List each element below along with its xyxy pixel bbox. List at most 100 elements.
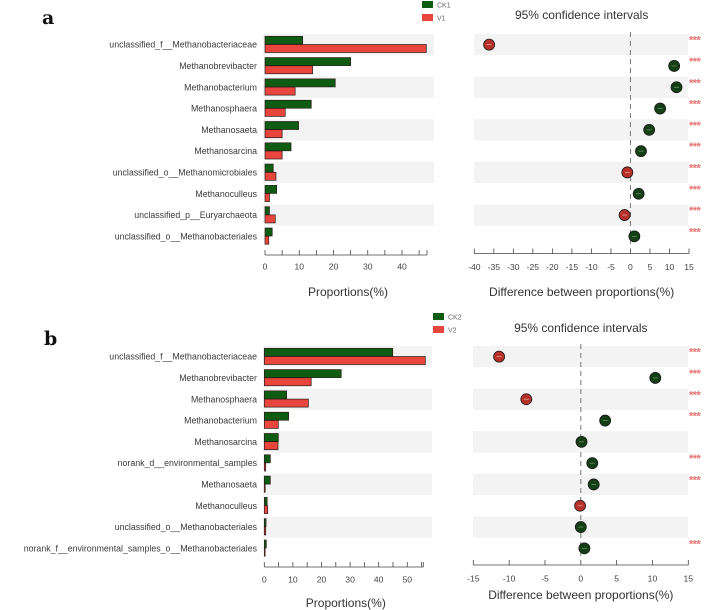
bar-ck1 (264, 78, 336, 88)
category-label: Methanobrevibacter (179, 61, 257, 71)
bar-ck1 (264, 35, 304, 45)
significance-marker: *** (689, 226, 702, 238)
panel-label: a (42, 7, 54, 29)
significance-marker: *** (689, 120, 702, 132)
category-label: Methanobacterium (184, 416, 257, 426)
significance-marker: *** (689, 411, 702, 423)
significance-marker: *** (689, 347, 702, 359)
category-label: unclassified_o__Methanomicrobiales (113, 167, 258, 177)
bar-x-tick-label: 10 (294, 262, 304, 272)
ci-x-tick-label: -25 (527, 262, 540, 272)
bar-v2 (263, 526, 267, 536)
bar-v2 (263, 462, 267, 472)
panel-label: b (44, 328, 57, 350)
category-label: unclassified_p__Euryarchaeota (134, 210, 257, 220)
bar-ck2 (263, 475, 271, 485)
bar-x-axis-title: Proportions(%) (308, 285, 388, 299)
category-label: Methanoculleus (195, 501, 257, 511)
ci-x-tick-label: 5 (648, 262, 653, 272)
bar-x-tick-label: 40 (374, 575, 384, 585)
significance-marker: *** (689, 184, 702, 196)
category-label: Methanosaeta (201, 125, 257, 135)
bar-x-tick-label: 0 (262, 575, 267, 585)
bar-v1 (264, 193, 270, 202)
category-label: unclassified_f__Methanobacteriaceae (109, 352, 257, 362)
ci-x-tick-label: -40 (468, 262, 481, 272)
ci-x-tick-label: -5 (541, 574, 549, 584)
category-label: unclassified_o__Methanobacteriales (115, 231, 258, 241)
bar-x-tick-label: 40 (397, 262, 407, 272)
bar-ck1 (264, 206, 270, 216)
bar-ck1 (264, 57, 351, 66)
ci-x-tick-label: -30 (507, 262, 520, 272)
category-label: Methanosphaera (191, 394, 257, 404)
category-label: Methanosarcina (194, 146, 257, 156)
legend-label-ck2: CK2 (448, 315, 462, 322)
bar-x-axis-title: Proportions(%) (306, 596, 386, 610)
category-label: Methanosarcina (194, 437, 257, 447)
bar-v1 (264, 86, 296, 96)
legend-label-v2: V2 (448, 328, 457, 335)
bar-ck2 (263, 539, 267, 549)
bar-x-tick-label: 20 (329, 262, 339, 272)
significance-marker: *** (689, 56, 702, 68)
bar-ck2 (263, 390, 287, 400)
bar-ck1 (264, 121, 299, 130)
bar-v2 (263, 356, 426, 365)
category-label: unclassified_o__Methanobacteriales (115, 522, 258, 532)
row-band-right (474, 204, 688, 226)
category-label: norank_f__environmental_samples_o__Metha… (24, 543, 258, 553)
category-label: Methanosphaera (191, 104, 257, 114)
legend-label-ck1: CK1 (437, 3, 451, 10)
bar-x-tick-label: 20 (317, 575, 327, 585)
row-band-left (263, 204, 434, 226)
ci-x-axis-title: Difference between proportions(%) (489, 285, 674, 299)
bar-v1 (264, 129, 283, 139)
significance-marker: *** (689, 162, 702, 174)
significance-marker: *** (689, 99, 702, 111)
bar-x-tick-label: 0 (263, 262, 268, 272)
legend-swatch-v2 (433, 326, 444, 333)
ci-x-tick-label: -20 (546, 262, 559, 272)
bar-ck2 (263, 411, 289, 421)
bar-ck2 (263, 347, 394, 357)
bar-v2 (263, 441, 279, 451)
category-label: Methanobrevibacter (179, 373, 257, 383)
ci-x-tick-label: 15 (684, 262, 694, 272)
ci-x-tick-label: 5 (614, 574, 619, 584)
category-label: unclassified_f__Methanobacteriaceae (109, 40, 257, 50)
bar-v2 (263, 420, 279, 429)
row-band-left (263, 161, 434, 184)
ci-x-tick-label: -10 (503, 574, 516, 584)
significance-marker: *** (689, 205, 702, 217)
bar-x-tick-label: 10 (288, 575, 298, 585)
significance-marker: *** (689, 474, 702, 486)
bar-v1 (264, 171, 277, 181)
bar-x-tick-label: 50 (403, 575, 413, 585)
ci-x-tick-label: -10 (585, 262, 598, 272)
bar-x-tick-label: 30 (345, 575, 355, 585)
bar-ck1 (264, 185, 277, 194)
row-band-right (474, 119, 688, 141)
row-band-left (263, 119, 434, 141)
legend-swatch-ck2 (433, 313, 444, 320)
bar-ck2 (263, 433, 279, 442)
ci-x-tick-label: 0 (628, 262, 633, 272)
bar-v1 (264, 150, 283, 160)
bar-ck1 (264, 163, 274, 173)
significance-marker: *** (689, 538, 702, 550)
bar-ck2 (263, 369, 342, 378)
chart-panel-a: a CK1 V1 unclassified_f__Methanobacteriacea… (42, 1, 702, 299)
row-band-right (473, 473, 688, 496)
row-band-left (263, 473, 432, 496)
significance-marker: *** (689, 141, 702, 153)
ci-title: 95% confidence intervals (515, 8, 648, 22)
ci-x-tick-label: 15 (684, 574, 694, 584)
bar-v1 (264, 235, 270, 245)
bar-v2 (263, 547, 266, 557)
category-label: Methanosaeta (201, 479, 257, 489)
bar-ck2 (263, 454, 271, 464)
bar-v1 (264, 108, 286, 117)
bar-v1 (264, 44, 427, 53)
